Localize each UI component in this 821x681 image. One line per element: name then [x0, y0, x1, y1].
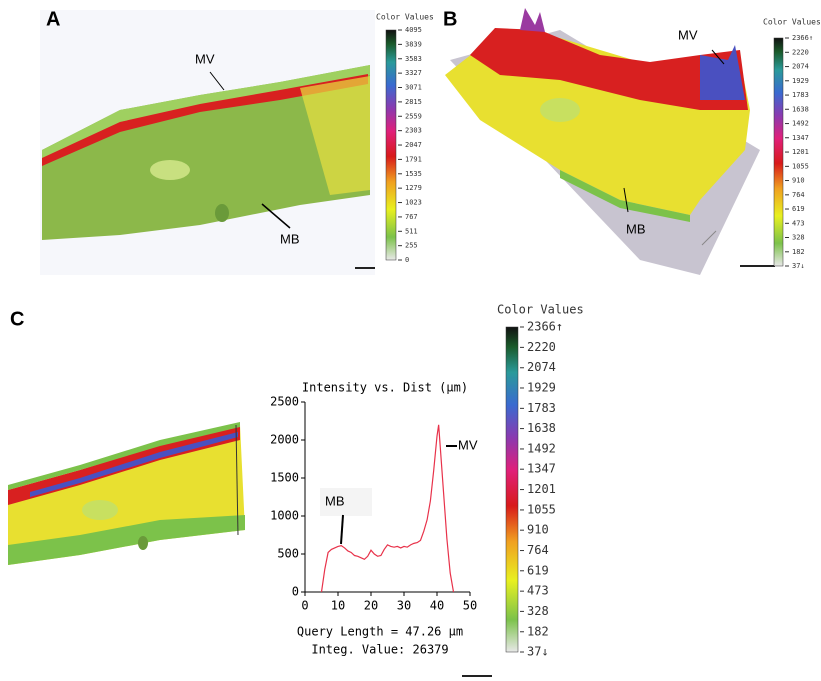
annotation: MV — [458, 437, 478, 452]
colorbar-tick-label: 1929 — [527, 380, 556, 394]
colorbar-title: Color Values — [376, 13, 434, 22]
colorbar-tick-label: 1492 — [527, 441, 556, 455]
colorbar-tick-label: 1783 — [792, 91, 809, 99]
colorbar-tick-label: 2366↑ — [527, 320, 563, 334]
colorbar-tick-label: 1055 — [792, 162, 809, 170]
y-tick-label: 1500 — [270, 471, 299, 485]
annotation-box — [320, 488, 372, 516]
colorbar-tick-label: 1201 — [792, 148, 809, 156]
panel-label: B — [443, 8, 457, 30]
colorbar-tick-label: 473 — [527, 584, 549, 598]
colorbar-tick-label: 2220 — [792, 48, 809, 56]
panel-label: C — [10, 308, 24, 330]
colorbar-tick-label: 2303 — [405, 127, 422, 135]
x-tick-label: 10 — [331, 599, 345, 613]
annotation: MB — [325, 493, 345, 508]
colorbar-tick-label: 1638 — [792, 105, 809, 113]
colorbar-tick-label: 1929 — [792, 77, 809, 85]
colorbar-tick-label: 1279 — [405, 184, 422, 192]
colorbar-tick-label: 255 — [405, 242, 418, 250]
colorbar-tick-label: 1783 — [527, 401, 556, 415]
colorbar-tick-label: 37↓ — [792, 262, 805, 270]
colorbar-tick-label: 2074 — [527, 360, 556, 374]
colorbar-tick-label: 2074 — [792, 63, 809, 71]
colorbar-tick-label: 511 — [405, 227, 418, 235]
y-tick-label: 1000 — [270, 509, 299, 523]
panel-c-image — [8, 422, 492, 677]
colorbar-tick-label: 2815 — [405, 98, 422, 106]
colorbar — [385, 29, 397, 261]
colorbar-tick-label: 2047 — [405, 141, 422, 149]
panel-a-image — [40, 10, 375, 275]
colorbar-tick-label: 328 — [527, 604, 549, 618]
colorbar-tick-label: 37↓ — [527, 645, 549, 659]
colorbar-title: Color Values — [497, 303, 584, 317]
colorbar-tick-label: 182 — [527, 624, 549, 638]
colorbar — [505, 326, 519, 653]
note: Integ. Value: 26379 — [311, 643, 448, 657]
annotation: MV — [678, 27, 698, 42]
colorbar-tick-label: 910 — [792, 177, 805, 185]
line-chart — [304, 402, 470, 593]
y-tick-label: 500 — [277, 547, 299, 561]
x-tick-label: 0 — [301, 599, 308, 613]
colorbar-tick-label: 1347 — [792, 134, 809, 142]
colorbar-tick-label: 1055 — [527, 502, 556, 516]
x-tick-label: 20 — [364, 599, 378, 613]
colorbar-tick-label: 4095 — [405, 26, 422, 34]
colorbar-tick-label: 764 — [792, 191, 805, 199]
colorbar-tick-label: 1492 — [792, 120, 809, 128]
colorbar-tick-label: 764 — [527, 543, 549, 557]
x-tick-label: 30 — [397, 599, 411, 613]
colorbar-tick-label: 1347 — [527, 462, 556, 476]
colorbar-tick-label: 3327 — [405, 69, 422, 77]
annotation-arrow — [340, 514, 344, 545]
colorbar-tick-label: 3583 — [405, 55, 422, 63]
colorbar-title: Color Values — [763, 18, 821, 27]
panel-label: A — [46, 8, 60, 30]
note: Query Length = 47.26 µm — [297, 625, 463, 639]
colorbar-tick-label: 473 — [792, 219, 805, 227]
annotation: MB — [626, 221, 646, 236]
colorbar-tick-label: 2220 — [527, 340, 556, 354]
colorbar-tick-label: 3071 — [405, 84, 422, 92]
y-tick-label: 0 — [292, 585, 299, 599]
x-tick-label: 40 — [430, 599, 444, 613]
colorbar-tick-label: 1638 — [527, 421, 556, 435]
colorbar — [773, 37, 784, 267]
colorbar-tick-label: 182 — [792, 248, 805, 256]
panel-b-image — [445, 8, 775, 275]
colorbar-tick-label: 0 — [405, 256, 409, 264]
colorbar-tick-label: 767 — [405, 213, 418, 221]
annotation: MV — [195, 51, 215, 66]
colorbar-tick-label: 3839 — [405, 40, 422, 48]
colorbar-tick-label: 1791 — [405, 155, 422, 163]
annotation: MB — [280, 231, 300, 246]
colorbar-tick-label: 619 — [792, 205, 805, 213]
colorbar-tick-label: 2559 — [405, 112, 422, 120]
colorbar-tick-label: 910 — [527, 523, 549, 537]
colorbar-tick-label: 1023 — [405, 199, 422, 207]
colorbar-tick-label: 328 — [792, 234, 805, 242]
colorbar-tick-label: 619 — [527, 563, 549, 577]
colorbar-tick-label: 1201 — [527, 482, 556, 496]
chart-title: Intensity vs. Dist (µm) — [302, 381, 468, 395]
line — [320, 424, 455, 593]
colorbar-tick-label: 2366↑ — [792, 34, 813, 42]
y-tick-label: 2000 — [270, 433, 299, 447]
colorbar-tick-label: 1535 — [405, 170, 422, 178]
y-tick-label: 2500 — [270, 395, 299, 409]
x-tick-label: 50 — [463, 599, 477, 613]
